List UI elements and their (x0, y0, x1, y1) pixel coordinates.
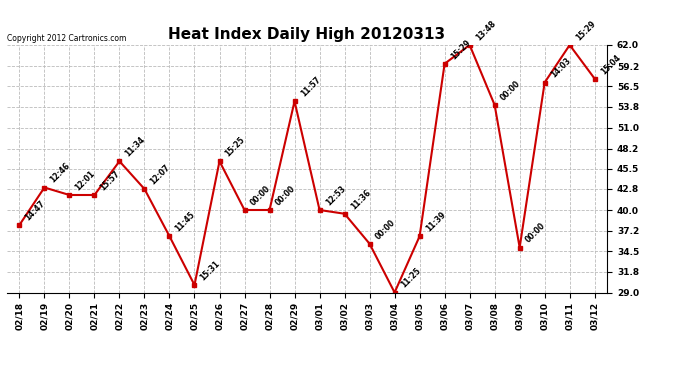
Title: Heat Index Daily High 20120313: Heat Index Daily High 20120313 (168, 27, 446, 42)
Text: 12:53: 12:53 (324, 184, 347, 207)
Text: 15:57: 15:57 (99, 169, 122, 192)
Text: 11:34: 11:34 (124, 135, 147, 159)
Text: 00:00: 00:00 (499, 79, 522, 102)
Text: 15:29: 15:29 (448, 38, 472, 61)
Text: 15:25: 15:25 (224, 135, 247, 159)
Text: 11:45: 11:45 (174, 210, 197, 234)
Text: 12:46: 12:46 (48, 161, 72, 185)
Text: Copyright 2012 Cartronics.com: Copyright 2012 Cartronics.com (7, 33, 126, 42)
Text: 14:03: 14:03 (549, 56, 572, 80)
Text: 11:25: 11:25 (399, 266, 422, 290)
Text: 00:00: 00:00 (524, 221, 547, 245)
Text: 00:00: 00:00 (248, 184, 272, 207)
Text: 13:48: 13:48 (474, 19, 497, 42)
Text: 11:39: 11:39 (424, 210, 447, 234)
Text: 12:07: 12:07 (148, 163, 172, 186)
Text: 00:00: 00:00 (374, 217, 397, 241)
Text: 15:31: 15:31 (199, 259, 222, 282)
Text: 14:47: 14:47 (23, 199, 47, 222)
Text: 00:00: 00:00 (274, 184, 297, 207)
Text: 11:36: 11:36 (348, 188, 372, 211)
Text: 11:57: 11:57 (299, 75, 322, 99)
Text: 15:04: 15:04 (599, 53, 622, 76)
Text: 12:01: 12:01 (74, 169, 97, 192)
Text: 15:29: 15:29 (574, 19, 597, 42)
